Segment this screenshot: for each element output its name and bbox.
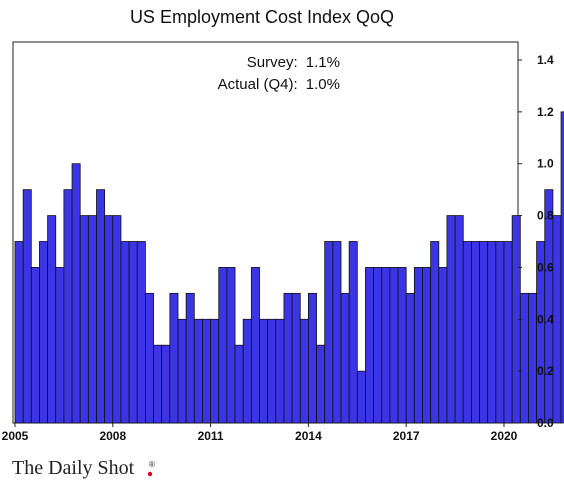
x-tick-label: 2014 <box>295 429 322 443</box>
bar <box>71 163 81 424</box>
annotation-survey: Survey: 1.1% <box>247 54 340 71</box>
annotation-actual: Actual (Q4): 1.0% <box>218 76 340 93</box>
x-axis: 2005200820112014201720202023 <box>2 423 518 443</box>
bar <box>365 267 375 424</box>
bar <box>340 292 350 424</box>
bar <box>87 215 97 424</box>
brand-mark: ® <box>149 460 155 469</box>
bar <box>503 241 513 424</box>
bar <box>332 241 342 424</box>
bar <box>259 318 269 424</box>
bar <box>397 267 407 424</box>
bar <box>63 189 73 424</box>
bar <box>177 318 187 424</box>
y-tick-label: 0.8 <box>537 209 554 223</box>
bar <box>153 344 163 424</box>
annotation-survey-value: 1.1% <box>306 54 340 71</box>
bar <box>446 215 456 424</box>
bar <box>324 241 334 424</box>
bar <box>242 318 252 424</box>
bar <box>234 344 244 424</box>
bar <box>202 318 211 424</box>
bar <box>144 292 154 424</box>
brand-name: The Daily Shot <box>12 457 135 479</box>
bar <box>14 241 24 424</box>
y-tick-label: 0.0 <box>537 416 554 430</box>
bars-group <box>14 111 564 424</box>
bar <box>495 241 505 424</box>
brand-logo: The Daily Shot ® <box>12 457 155 479</box>
y-tick-label: 1.2 <box>537 105 554 119</box>
x-tick-label: 2017 <box>393 429 420 443</box>
bar <box>519 292 529 424</box>
x-tick-label: 2005 <box>2 429 29 443</box>
bar <box>479 241 489 424</box>
bar <box>373 267 383 424</box>
bar <box>283 292 293 424</box>
bar <box>462 241 472 424</box>
y-tick-label: 1.0 <box>537 157 554 171</box>
bar <box>422 267 432 424</box>
bar <box>316 344 326 424</box>
bar <box>552 215 562 424</box>
bar <box>454 215 464 424</box>
bar <box>47 215 57 424</box>
y-tick-label: 1.4 <box>537 53 554 67</box>
bar <box>136 241 146 424</box>
bar <box>250 267 260 424</box>
annotation-actual-value: 1.0% <box>306 76 340 93</box>
chart-title: US Employment Cost Index QoQ <box>130 7 394 27</box>
y-tick-label: 0.2 <box>537 364 554 378</box>
bar <box>79 215 89 424</box>
bar <box>528 292 538 424</box>
bar <box>291 292 301 424</box>
bar <box>193 318 203 424</box>
annotation-actual-label: Actual (Q4): <box>218 76 298 93</box>
x-tick-label: 2008 <box>99 429 126 443</box>
bar <box>169 292 179 424</box>
bar <box>226 267 236 424</box>
y-tick-label: 0.4 <box>537 312 554 326</box>
bar <box>381 267 391 424</box>
bar <box>210 318 220 424</box>
bar <box>55 267 65 424</box>
annotation-survey-label: Survey: <box>247 54 298 71</box>
bar <box>185 292 195 424</box>
bar <box>430 241 440 424</box>
bar <box>299 318 309 424</box>
x-tick-label: 2020 <box>491 429 518 443</box>
bar <box>356 370 366 424</box>
bar <box>560 111 564 424</box>
bar <box>112 215 122 424</box>
bar <box>389 267 399 424</box>
bar <box>120 241 130 424</box>
bar <box>307 292 317 424</box>
bar <box>104 215 114 424</box>
bar <box>487 241 497 424</box>
brand-dot <box>147 471 153 477</box>
bar <box>267 318 277 424</box>
bar <box>218 267 228 424</box>
bar <box>275 318 285 424</box>
bar <box>96 189 106 424</box>
bar <box>413 267 423 424</box>
bar <box>39 241 49 424</box>
bar <box>405 292 415 424</box>
bar <box>161 344 171 424</box>
bar <box>22 189 32 424</box>
bar <box>438 267 448 424</box>
y-axis: 0.0 0.2 0.4 0.6 0.8 1.0 1.2 1.4 <box>518 53 554 430</box>
bar <box>348 241 358 424</box>
x-tick-label: 2011 <box>198 429 224 443</box>
y-tick-label: 0.6 <box>537 260 554 274</box>
bar <box>544 189 554 424</box>
bar <box>128 241 138 424</box>
bar <box>470 241 480 424</box>
bar <box>30 267 40 424</box>
